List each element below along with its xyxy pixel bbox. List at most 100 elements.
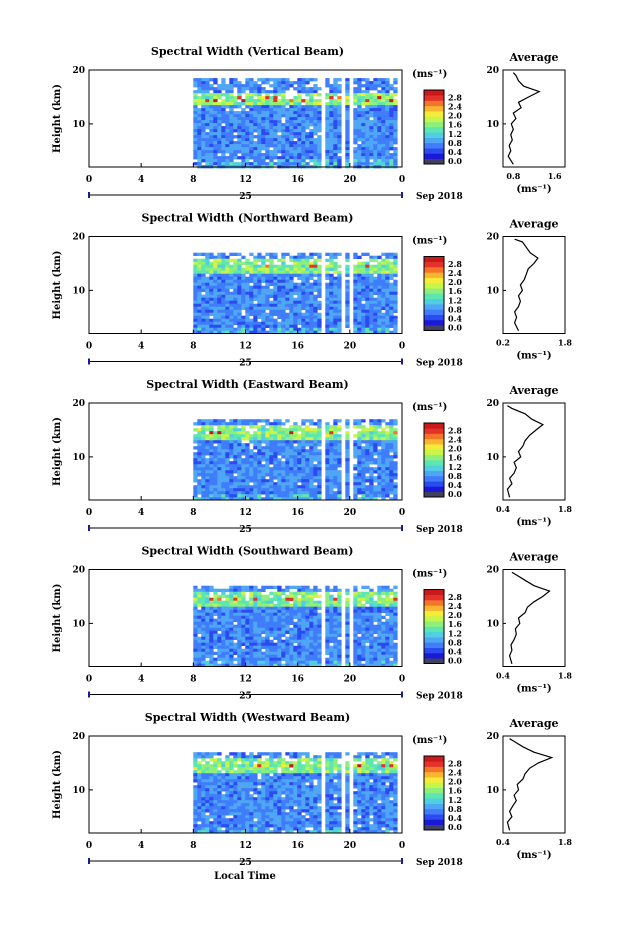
heatmap-cell <box>393 300 398 304</box>
heatmap-cell <box>393 422 398 426</box>
heatmap-cell <box>369 437 374 441</box>
heatmap-cell <box>249 663 254 667</box>
heatmap-cell <box>381 129 386 133</box>
heatmap-cell <box>217 467 222 471</box>
heatmap-cell <box>261 600 266 604</box>
heatmap-cell <box>281 485 286 489</box>
heatmap-cell <box>301 267 306 271</box>
heatmap-cell <box>277 630 282 634</box>
heatmap-cell <box>301 135 306 139</box>
heatmap-cell <box>325 138 330 142</box>
heatmap-cell <box>249 147 254 151</box>
y-axis-label: Height (km) <box>52 251 63 320</box>
heatmap-cell <box>309 588 314 592</box>
heatmap-cell <box>241 330 246 334</box>
heatmap-cell <box>269 330 274 334</box>
heatmap-cell <box>233 306 238 310</box>
heatmap-cell <box>305 476 310 480</box>
heatmap-cell <box>317 120 322 124</box>
heatmap-cell <box>277 452 282 456</box>
heatmap-cell <box>297 627 302 631</box>
heatmap-cell <box>225 129 230 133</box>
heatmap-cell <box>193 315 198 319</box>
heatmap-cell <box>289 114 294 118</box>
x-tick-label: 16 <box>291 508 304 518</box>
heatmap-cell <box>373 467 378 471</box>
heatmap-cell <box>277 300 282 304</box>
heatmap-cell <box>233 291 238 295</box>
heatmap-cell <box>293 321 298 325</box>
heatmap-cell <box>285 636 290 640</box>
heatmap-cell <box>217 321 222 325</box>
heatmap-cell <box>313 300 318 304</box>
heatmap-cell <box>329 306 334 310</box>
heatmap-cell <box>229 327 234 331</box>
heatmap-cell <box>325 96 330 100</box>
heatmap-cell <box>301 288 306 292</box>
heatmap-cell <box>265 288 270 292</box>
heatmap-cell <box>209 162 214 166</box>
heatmap-cell <box>197 102 202 106</box>
heatmap-cell <box>381 132 386 136</box>
heatmap-cell <box>361 273 366 277</box>
heatmap-cell <box>221 630 226 634</box>
heatmap-cell <box>221 129 226 133</box>
heatmap-cell <box>193 491 198 495</box>
heatmap-cell <box>217 624 222 628</box>
heatmap-cell <box>305 318 310 322</box>
heatmap-cell <box>237 303 242 307</box>
heatmap-cell <box>265 615 270 619</box>
heatmap-cell <box>361 624 366 628</box>
heatmap-cell <box>305 636 310 640</box>
heatmap-cell <box>393 437 398 441</box>
heatmap-cell <box>313 129 318 133</box>
heatmap-cell <box>297 105 302 109</box>
heatmap-cell <box>309 267 314 271</box>
heatmap-cell <box>313 90 318 94</box>
heatmap-cell <box>237 117 242 121</box>
heatmap-cell <box>265 479 270 483</box>
heatmap-cell <box>205 458 210 462</box>
heatmap-cell <box>197 273 202 277</box>
heatmap-cell <box>241 324 246 328</box>
heatmap-cell <box>261 485 266 489</box>
heatmap-cell <box>221 255 226 259</box>
heatmap-cell <box>249 327 254 331</box>
heatmap-cell <box>389 147 394 151</box>
heatmap-cell <box>369 600 374 604</box>
heatmap-cell <box>381 321 386 325</box>
heatmap-cell <box>277 108 282 112</box>
heatmap-cell <box>329 627 334 631</box>
heatmap-cell <box>213 609 218 613</box>
heatmap-cell <box>233 648 238 652</box>
heatmap-cell <box>309 105 314 109</box>
heatmap-cell <box>237 660 242 664</box>
heatmap-cell <box>317 267 322 271</box>
heatmap-cell <box>385 476 390 480</box>
heatmap-cell <box>357 443 362 447</box>
heatmap-cell <box>293 303 298 307</box>
heatmap-cell <box>301 603 306 607</box>
heatmap-cell <box>313 288 318 292</box>
heatmap-cell <box>333 657 338 661</box>
heatmap-cell <box>313 141 318 145</box>
heatmap-cell <box>193 300 198 304</box>
heatmap-cell <box>353 312 358 316</box>
heatmap-cell <box>317 606 322 610</box>
heatmap-cell <box>281 473 286 477</box>
heatmap-cell <box>281 159 286 163</box>
average-y-tick-label: 10 <box>486 120 499 130</box>
heatmap-cell <box>317 600 322 604</box>
heatmap-cell <box>233 96 238 100</box>
heatmap-cell <box>217 276 222 280</box>
heatmap-cell <box>257 612 262 616</box>
heatmap-cell <box>297 318 302 322</box>
heatmap-cell <box>313 111 318 115</box>
heatmap-cell <box>381 288 386 292</box>
heatmap-cell <box>337 473 342 477</box>
heatmap-cell <box>245 618 250 622</box>
heatmap-cell <box>345 159 350 163</box>
heatmap-cell <box>381 588 386 592</box>
heatmap-cell <box>193 261 198 265</box>
heatmap-cell <box>309 303 314 307</box>
